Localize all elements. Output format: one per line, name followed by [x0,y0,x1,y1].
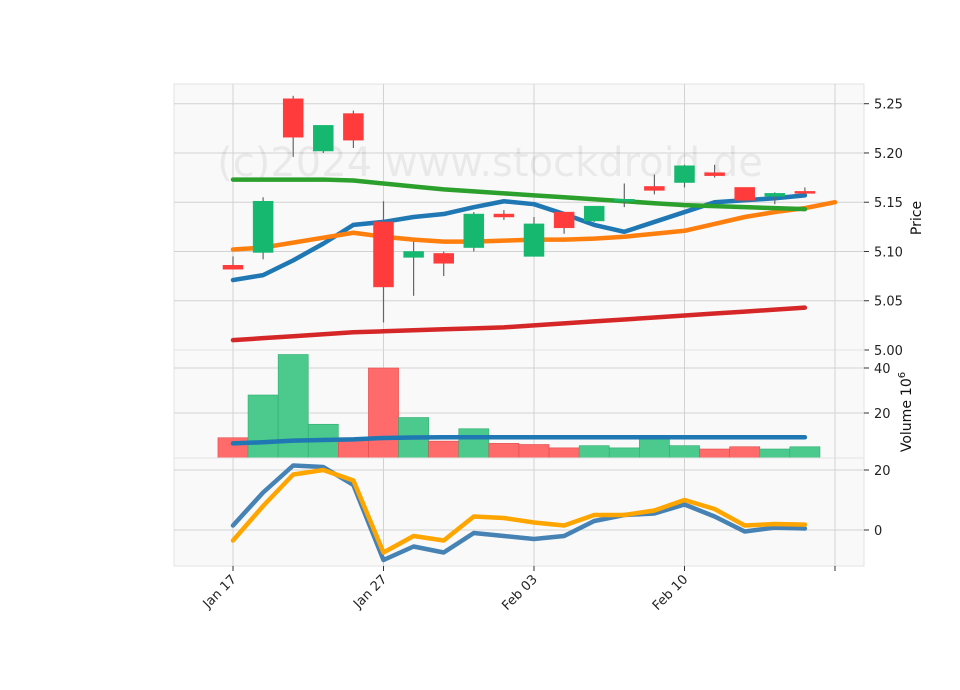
oscillator-panel-background [173,457,865,567]
candles [222,95,816,323]
candle-down [704,172,725,176]
oscillator-tick-label: 0 [874,524,882,539]
volume-bar-down [729,446,761,459]
candle-up [674,165,695,183]
candle-down [343,113,364,141]
price-panel: (c)2024 www.stockdroid.de 5.005.055.105.… [173,83,925,359]
candle-up [523,223,545,257]
candle-down [493,213,515,218]
price-tick-label: 5.15 [874,196,903,211]
candle-down [373,221,394,288]
candle-down [222,265,244,270]
volume-bar-up [608,447,640,459]
candle-up [252,200,274,253]
volume-bar-up [247,394,279,459]
candle-down [794,191,816,194]
volume-bar-up [759,448,791,459]
oscillator-line-2 [230,467,808,555]
volume-bar-down [699,448,730,459]
volume-average-line [230,435,808,446]
candle-up [614,199,635,202]
price-y-ticks: 5.00 5.05 5.10 5.15 5.20 5.25 [864,98,903,359]
moving-average-line-3 [230,177,808,212]
candle-down [553,211,575,229]
price-tick-label: 5.10 [874,245,903,260]
volume-average [230,435,808,446]
x-tick-label: Feb 10 [650,572,692,614]
candle-down [282,98,304,138]
price-tick-label: 5.00 [874,344,903,359]
x-axis-ticks: Jan 17 Jan 27 Feb 03 Feb 10 [200,566,836,614]
price-tick-label: 5.05 [874,295,903,310]
volume-tick-label: 20 [874,407,891,422]
x-tick-label: Feb 03 [499,572,541,614]
volume-bar-up [669,445,700,459]
volume-bar-down [428,440,460,459]
price-tick-label: 5.20 [874,147,903,162]
x-tick-label: Jan 27 [350,572,390,612]
oscillator-lines [230,463,808,563]
volume-tick-label: 40 [874,362,891,377]
oscillator-panel: 0 20 [173,457,891,567]
moving-average-line-4 [230,305,808,343]
price-axis-label: Price [909,201,925,235]
volume-bar-down [548,447,580,459]
candle-down [433,253,454,264]
volume-bar-up [458,428,490,459]
volume-axis-label: Volume106 [897,372,915,452]
candle-up [463,213,485,248]
volume-bar-down [488,443,520,459]
volume-bar-up [578,445,610,459]
candle-up [313,125,334,152]
candle-down [734,187,755,201]
candle-down [644,186,665,191]
candle-up [764,193,786,197]
volume-bar-up [789,446,821,459]
candle-up [583,205,605,222]
volume-bar-down [518,444,550,459]
volume-bar-up [639,438,670,459]
candle-up [403,251,424,258]
oscillator-tick-label: 20 [874,464,891,479]
price-tick-label: 5.25 [874,98,903,113]
x-tick-label: Jan 17 [200,572,240,612]
volume-bar-down [368,367,399,459]
oscillator-y-ticks: 0 20 [864,464,891,539]
